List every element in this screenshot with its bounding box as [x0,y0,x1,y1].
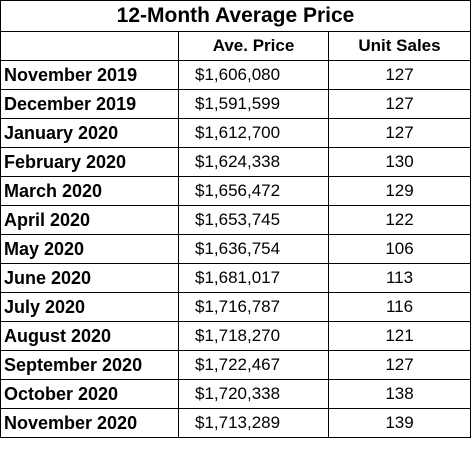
table-row: April 2020 $1,653,745 122 [0,205,471,235]
month-cell: September 2020 [0,350,179,380]
units-cell: 127 [328,89,471,119]
units-cell: 113 [328,263,471,293]
price-cell: $1,591,599 [178,89,329,119]
month-cell: October 2020 [0,379,179,409]
price-cell: $1,718,270 [178,321,329,351]
table-row: May 2020 $1,636,754 106 [0,234,471,264]
price-cell: $1,612,700 [178,118,329,148]
units-cell: 116 [328,292,471,322]
month-cell: December 2019 [0,89,179,119]
table-row: January 2020 $1,612,700 127 [0,118,471,148]
title-row: 12-Month Average Price [0,0,471,32]
month-cell: January 2020 [0,118,179,148]
table-row: September 2020 $1,722,467 127 [0,350,471,380]
month-cell: April 2020 [0,205,179,235]
month-cell: June 2020 [0,263,179,293]
month-cell: July 2020 [0,292,179,322]
units-cell: 122 [328,205,471,235]
month-cell: March 2020 [0,176,179,206]
table-row: December 2019 $1,591,599 127 [0,89,471,119]
header-month [0,31,179,61]
table-row: August 2020 $1,718,270 121 [0,321,471,351]
price-cell: $1,713,289 [178,408,329,438]
price-cell: $1,653,745 [178,205,329,235]
units-cell: 138 [328,379,471,409]
units-cell: 121 [328,321,471,351]
units-cell: 127 [328,350,471,380]
month-cell: August 2020 [0,321,179,351]
header-ave-price: Ave. Price [178,31,329,61]
price-cell: $1,681,017 [178,263,329,293]
header-row: Ave. Price Unit Sales [0,31,471,61]
average-price-table: 12-Month Average Price Ave. Price Unit S… [0,0,471,438]
price-cell: $1,606,080 [178,60,329,90]
units-cell: 106 [328,234,471,264]
price-cell: $1,636,754 [178,234,329,264]
month-cell: May 2020 [0,234,179,264]
price-cell: $1,722,467 [178,350,329,380]
units-cell: 129 [328,176,471,206]
units-cell: 127 [328,60,471,90]
table-row: November 2020 $1,713,289 139 [0,408,471,438]
units-cell: 127 [328,118,471,148]
table-row: February 2020 $1,624,338 130 [0,147,471,177]
table-row: June 2020 $1,681,017 113 [0,263,471,293]
price-cell: $1,656,472 [178,176,329,206]
table-row: October 2020 $1,720,338 138 [0,379,471,409]
month-cell: February 2020 [0,147,179,177]
price-cell: $1,720,338 [178,379,329,409]
month-cell: November 2019 [0,60,179,90]
table-row: November 2019 $1,606,080 127 [0,60,471,90]
table-row: March 2020 $1,656,472 129 [0,176,471,206]
table-row: July 2020 $1,716,787 116 [0,292,471,322]
month-cell: November 2020 [0,408,179,438]
table-title: 12-Month Average Price [0,0,471,32]
units-cell: 139 [328,408,471,438]
units-cell: 130 [328,147,471,177]
price-cell: $1,624,338 [178,147,329,177]
header-unit-sales: Unit Sales [328,31,471,61]
price-cell: $1,716,787 [178,292,329,322]
